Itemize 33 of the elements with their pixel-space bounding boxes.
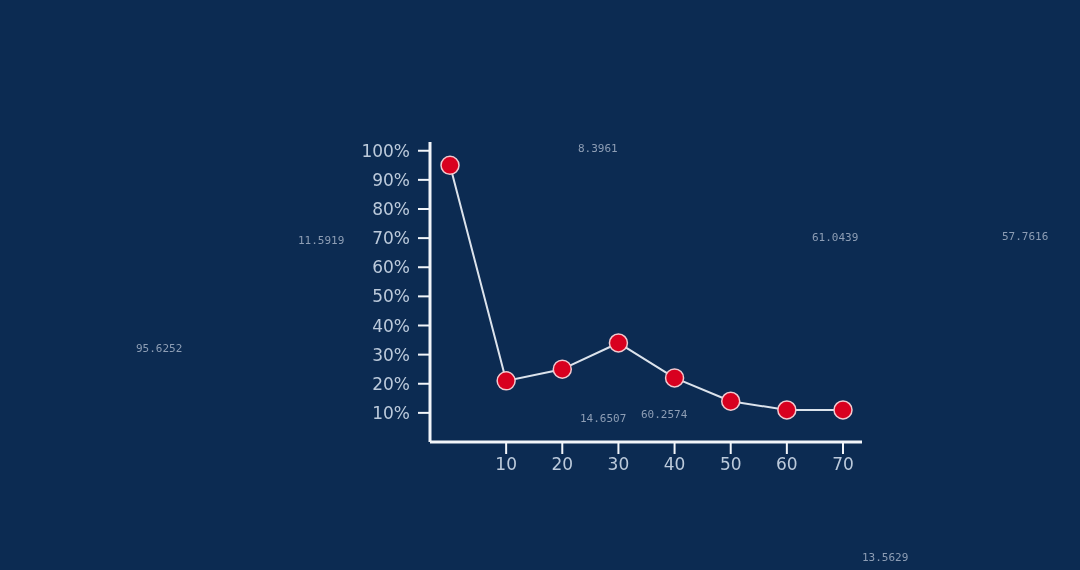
x-tick-label: 20 (551, 454, 574, 474)
y-tick-label: 90% (372, 169, 410, 190)
point (720, 391, 741, 411)
annotation: 60.2574 (641, 408, 688, 421)
x-tick-label: 30 (607, 454, 630, 474)
x-tick-label: 70 (832, 454, 854, 474)
x-tick-label: 50 (719, 454, 742, 474)
y-tick-label: 80% (372, 199, 410, 220)
point (777, 400, 797, 420)
y-tick-label: 30% (372, 344, 410, 365)
point (833, 400, 853, 420)
point (552, 359, 573, 379)
annotation: 61.0439 (812, 231, 859, 244)
point (496, 371, 516, 391)
y-tick-label: 10% (372, 402, 410, 423)
x-tick-label: 40 (663, 454, 686, 474)
y-tick-label: 50% (372, 286, 410, 307)
text: 95.6252 (136, 342, 183, 355)
y-tick-label: 40% (372, 315, 410, 336)
point (608, 333, 629, 353)
text: 57.7616 (1002, 230, 1049, 243)
point (664, 368, 685, 388)
y-tick-label: 20% (372, 373, 410, 394)
y-tick-label: 70% (372, 228, 410, 249)
y-tick-label: 100% (361, 140, 410, 161)
x-tick-label: 10 (495, 454, 517, 474)
text: 13.5629 (862, 551, 909, 564)
x-tick-label: 60 (776, 454, 798, 474)
annotation: 14.6507 (580, 412, 627, 425)
y-tick-label: 60% (372, 257, 410, 278)
text: 11.5919 (298, 234, 345, 247)
annotation: 8.3961 (578, 142, 618, 155)
point (440, 155, 460, 176)
